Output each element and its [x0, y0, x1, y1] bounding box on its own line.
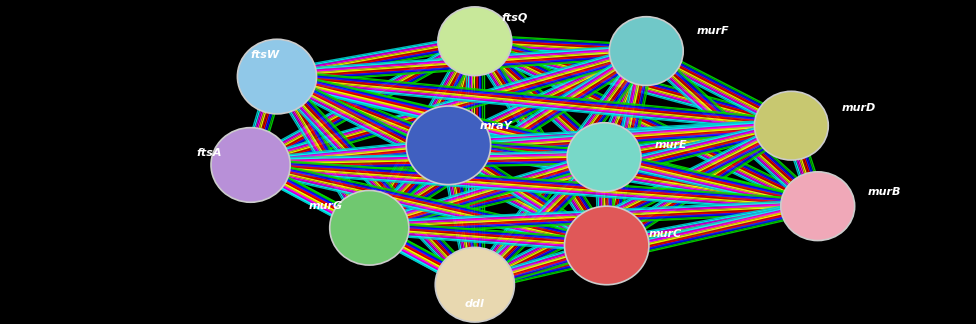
Ellipse shape [609, 17, 683, 86]
Text: ftsW: ftsW [251, 50, 279, 60]
Text: murB: murB [868, 188, 902, 197]
Ellipse shape [781, 172, 855, 240]
Ellipse shape [330, 191, 409, 265]
Ellipse shape [564, 206, 649, 285]
Text: ftsA: ftsA [196, 148, 222, 158]
Ellipse shape [567, 123, 641, 191]
Ellipse shape [435, 248, 514, 322]
Text: ddl: ddl [465, 299, 485, 309]
Text: murD: murD [841, 103, 875, 113]
Ellipse shape [406, 106, 491, 185]
Ellipse shape [438, 7, 511, 75]
Text: murE: murE [654, 140, 687, 150]
Text: mraY: mraY [480, 121, 512, 131]
Text: murG: murG [308, 201, 343, 211]
Text: murF: murF [697, 27, 729, 36]
Text: ftsQ: ftsQ [502, 13, 528, 23]
Ellipse shape [211, 128, 290, 202]
Ellipse shape [237, 39, 316, 114]
Text: murC: murC [649, 229, 682, 239]
Ellipse shape [754, 91, 829, 160]
